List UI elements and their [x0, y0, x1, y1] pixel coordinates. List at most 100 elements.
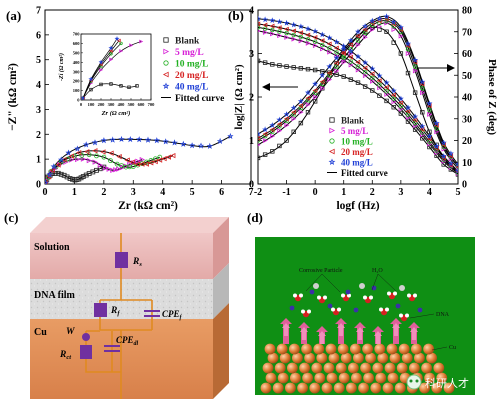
- bode-point: [262, 60, 268, 65]
- bode-point: [333, 54, 340, 61]
- corrosive-ion: [353, 307, 359, 313]
- bode-point: [405, 51, 411, 56]
- cu-atom: [350, 343, 361, 355]
- bode-point: [312, 39, 318, 44]
- bode-point: [434, 150, 440, 156]
- nyquist-markers: [45, 132, 234, 184]
- bode-point: [419, 126, 425, 132]
- bode-xtick-label: 2: [370, 187, 375, 198]
- bode-ytick-right-label: 60: [462, 49, 472, 60]
- nyquist-point: [49, 167, 55, 173]
- cu-atom: [262, 362, 274, 374]
- bode-point: [312, 43, 318, 49]
- bode-point: [419, 123, 426, 129]
- bode-point: [297, 98, 304, 105]
- nyquist-point: [116, 154, 122, 160]
- bode-point: [398, 103, 404, 109]
- bode-point: [362, 27, 368, 33]
- watermark-logo-icon: [406, 374, 422, 390]
- legend-entry: 40 mg/L: [175, 83, 209, 93]
- nyquist-point: [70, 176, 75, 182]
- bode-ytick-right-label: 50: [462, 71, 472, 82]
- water-hydrogen: [393, 291, 397, 296]
- bode-point: [276, 121, 282, 127]
- nyquist-xtick-label: 2: [101, 187, 106, 198]
- bode-point: [334, 72, 339, 77]
- bode-point: [398, 51, 404, 56]
- nyquist-point: [80, 174, 86, 179]
- bode-point: [305, 102, 311, 108]
- nyquist-ytick-label: 5: [36, 55, 41, 66]
- adsorption-arrows: [280, 318, 420, 344]
- water-hydrogen: [413, 293, 417, 298]
- bode-point: [404, 40, 412, 47]
- nyquist-point: [148, 160, 154, 166]
- bode-point: [384, 89, 389, 94]
- water-hydrogen: [341, 293, 345, 298]
- bode-point: [427, 111, 433, 117]
- block-side-cu: [213, 303, 229, 399]
- water-hydrogen: [379, 307, 383, 312]
- bode-point: [298, 120, 304, 126]
- bode-point: [283, 116, 289, 122]
- cu-atom: [419, 382, 430, 394]
- inset-point: [127, 85, 131, 89]
- cu-atom: [299, 362, 310, 374]
- water-hydrogen: [331, 307, 335, 312]
- inset-ytick-label: 400: [73, 60, 81, 65]
- inset-curves: [81, 36, 144, 100]
- bode-point: [305, 66, 311, 72]
- bode-point: [440, 153, 447, 159]
- corrosive-particle: [359, 283, 365, 289]
- bode-phase-fit-line: [258, 20, 458, 167]
- bode-point: [262, 152, 268, 157]
- cu-atom: [375, 372, 387, 384]
- bode-point: [433, 119, 440, 126]
- nyquist-xtick-label: 5: [190, 187, 195, 198]
- nyquist-point: [46, 171, 53, 178]
- bode-point: [412, 56, 419, 63]
- bode-point: [405, 43, 411, 49]
- bode-point: [327, 77, 333, 83]
- cu-atom: [287, 362, 298, 374]
- nyquist-point: [165, 154, 172, 160]
- bode-point: [362, 70, 368, 75]
- bode-point: [377, 85, 383, 91]
- bode-point: [454, 161, 458, 167]
- bode-point: [398, 111, 404, 116]
- annotation-leader-lines: [305, 273, 448, 351]
- bode-point: [291, 65, 296, 70]
- nyquist-point: [57, 156, 65, 163]
- cu-atom: [274, 362, 286, 374]
- cu-atom: [374, 343, 386, 355]
- bode-point: [427, 107, 432, 113]
- cu-atom: [421, 362, 432, 374]
- cu-atom: [276, 343, 288, 355]
- bode-xtick-label: 1: [341, 187, 346, 198]
- nyquist-xtick-label: 7: [249, 187, 254, 198]
- cu-atom: [333, 382, 345, 394]
- bode-point: [355, 67, 361, 73]
- nyquist-point: [92, 148, 98, 154]
- nyquist-point: [100, 149, 106, 155]
- bode-point: [348, 59, 354, 64]
- bode-point: [397, 24, 404, 31]
- cu-atom: [396, 362, 408, 374]
- inset-point: [109, 52, 113, 56]
- bode-point: [448, 156, 454, 162]
- bode-ytick-label: 3: [249, 49, 254, 60]
- cu-atom: [411, 343, 422, 355]
- bode-point: [305, 32, 311, 38]
- bode-point: [284, 122, 290, 128]
- bode-point: [284, 30, 289, 36]
- nyquist-point: [52, 171, 58, 176]
- bode-point: [384, 20, 390, 26]
- corrosive-particle: [313, 283, 319, 289]
- rct-resistor: [80, 345, 92, 359]
- cpedl-label: CPEdl: [116, 335, 139, 347]
- bode-point: [362, 73, 368, 79]
- nyquist-point: [113, 167, 119, 173]
- bode-point: [390, 87, 397, 94]
- cu-atom: [433, 362, 445, 374]
